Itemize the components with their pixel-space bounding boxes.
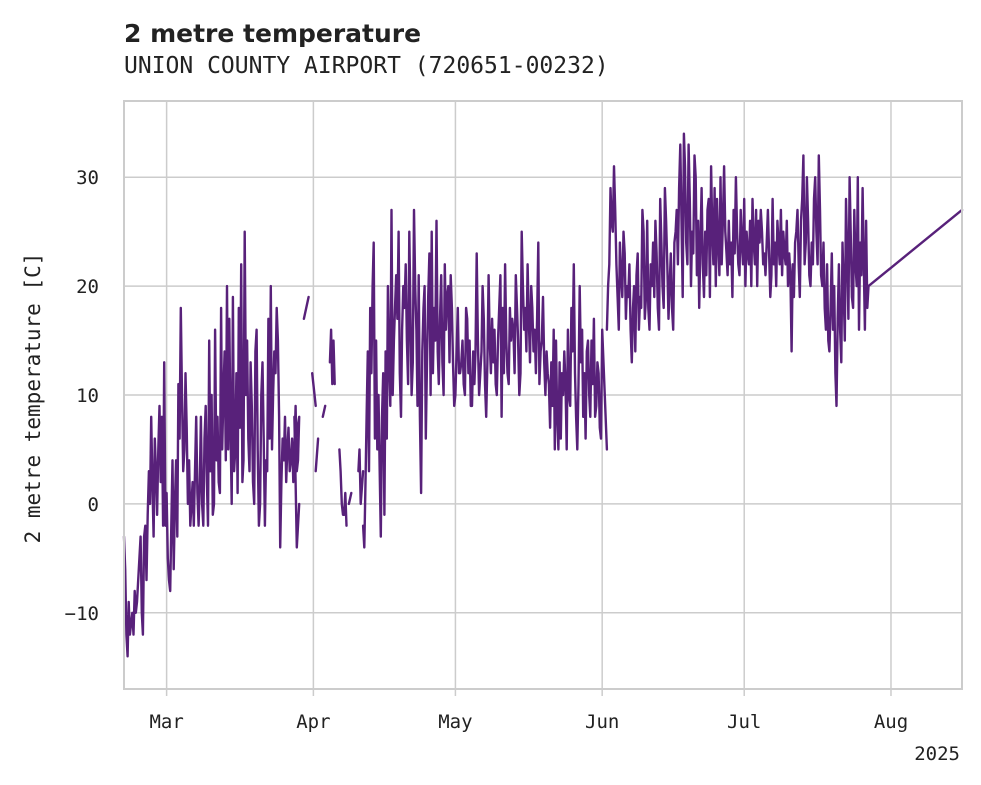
temperature-series-line bbox=[293, 415, 301, 549]
series-layer bbox=[122, 132, 964, 658]
x-tick-label: Jun bbox=[585, 711, 619, 733]
x-tick-label: May bbox=[438, 711, 472, 733]
temperature-series-line bbox=[328, 328, 336, 386]
x-axis-year-label: 2025 bbox=[914, 743, 960, 765]
temperature-series-line bbox=[122, 230, 301, 658]
plot-frame bbox=[123, 100, 963, 690]
y-tick-label: −10 bbox=[65, 603, 99, 625]
chart-subtitle: UNION COUNTY AIRPORT (720651-00232) bbox=[124, 53, 609, 79]
y-tick-label: 30 bbox=[76, 167, 99, 189]
y-tick-label: 20 bbox=[76, 276, 99, 298]
temperature-series-line bbox=[338, 448, 348, 527]
temperature-series-line bbox=[311, 372, 317, 408]
temperature-series-line bbox=[314, 437, 320, 473]
temperature-series-line bbox=[357, 448, 365, 506]
chart-title: 2 metre temperature bbox=[124, 19, 421, 48]
x-tick-label: Jul bbox=[727, 711, 761, 733]
temperature-series-line bbox=[347, 491, 353, 506]
y-tick-label: 10 bbox=[76, 385, 99, 407]
x-tick-label: Mar bbox=[149, 711, 183, 733]
temperature-series-line bbox=[605, 132, 964, 408]
y-axis: −10 0 10 20 30 bbox=[65, 167, 99, 625]
x-tick-label: Apr bbox=[296, 711, 330, 733]
temperature-series-line bbox=[321, 404, 327, 418]
y-axis-label: 2 metre temperature [C] bbox=[21, 253, 45, 544]
x-axis: Mar Apr May Jun Jul Aug bbox=[149, 689, 908, 733]
y-tick-label: 0 bbox=[88, 494, 99, 516]
temperature-series-line bbox=[361, 208, 609, 549]
temperature-series-line bbox=[302, 295, 310, 320]
x-tick-label: Aug bbox=[874, 711, 908, 733]
